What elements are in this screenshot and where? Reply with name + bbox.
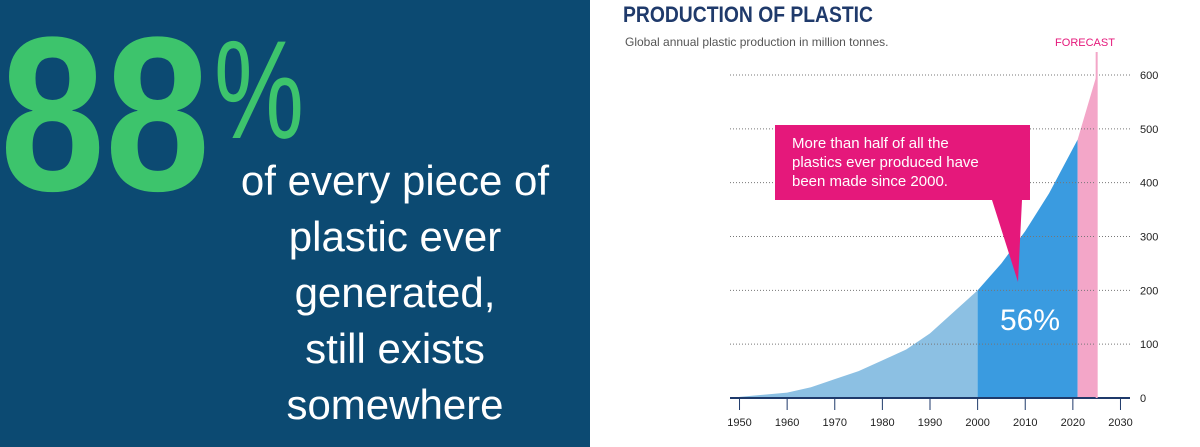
x-tick-label: 2010 bbox=[1013, 417, 1037, 429]
callout bbox=[775, 125, 1030, 282]
stat-line: of every piece of bbox=[241, 157, 550, 204]
stat: 88 bbox=[0, 0, 210, 237]
x-tick-label: 1960 bbox=[775, 417, 799, 429]
chart-subtitle: Global annual plastic production in mill… bbox=[625, 35, 889, 49]
x-tick-label: 1990 bbox=[918, 417, 942, 429]
stat-line: plastic ever bbox=[289, 213, 501, 260]
left-panel bbox=[0, 0, 590, 447]
x-tick-label: 2020 bbox=[1061, 417, 1085, 429]
x-tick-label: 1980 bbox=[870, 417, 894, 429]
x-tick-label: 2030 bbox=[1108, 417, 1132, 429]
share-label: 56% bbox=[1000, 304, 1060, 337]
stat-line: generated, bbox=[295, 269, 496, 316]
stat-line: somewhere bbox=[286, 381, 503, 428]
callout-text: been made since 2000. bbox=[792, 173, 948, 190]
callout-text: More than half of all the bbox=[792, 135, 949, 152]
y-tick-label: 400 bbox=[1140, 178, 1158, 190]
x-tick-label: 2000 bbox=[965, 417, 989, 429]
x-tick-label: 1950 bbox=[727, 417, 751, 429]
y-tick-label: 0 bbox=[1140, 393, 1146, 405]
y-tick-label: 100 bbox=[1140, 339, 1158, 351]
y-tick-label: 200 bbox=[1140, 285, 1158, 297]
stat-line: still exists bbox=[305, 325, 485, 372]
y-tick-label: 500 bbox=[1140, 124, 1158, 136]
chart-title: PRODUCTION OF PLASTIC bbox=[623, 2, 873, 27]
area bbox=[977, 139, 1078, 398]
y-tick-label: 600 bbox=[1140, 70, 1158, 82]
y-tick-label: 300 bbox=[1140, 232, 1158, 244]
stat-text: of every piece of plastic ever generated, s… bbox=[241, 157, 550, 428]
area bbox=[739, 290, 978, 398]
plot: 0 100 200 300 400 500 600 1950 1960 1970 1980 1990 2… bbox=[727, 52, 1158, 429]
stat-unit: % bbox=[214, 11, 304, 168]
callout-text: plastics ever produced have bbox=[792, 154, 979, 171]
forecast-label: FORECAST bbox=[1055, 37, 1115, 49]
x-tick-label: 1970 bbox=[823, 417, 847, 429]
